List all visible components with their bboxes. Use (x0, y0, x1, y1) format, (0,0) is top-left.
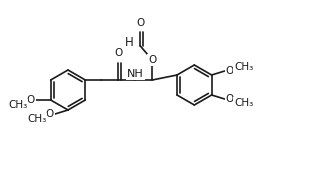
Text: O: O (226, 94, 234, 104)
Text: O: O (136, 18, 144, 28)
Text: CH₃: CH₃ (27, 114, 47, 124)
Text: O: O (46, 109, 54, 119)
Text: CH₃: CH₃ (234, 98, 253, 108)
Text: O: O (148, 55, 156, 65)
Text: CH₃: CH₃ (8, 100, 27, 110)
Text: NH: NH (127, 69, 144, 79)
Text: O: O (114, 48, 123, 58)
Text: CH₃: CH₃ (234, 62, 253, 72)
Text: H: H (125, 36, 133, 48)
Text: O: O (226, 66, 234, 76)
Text: O: O (26, 95, 35, 105)
